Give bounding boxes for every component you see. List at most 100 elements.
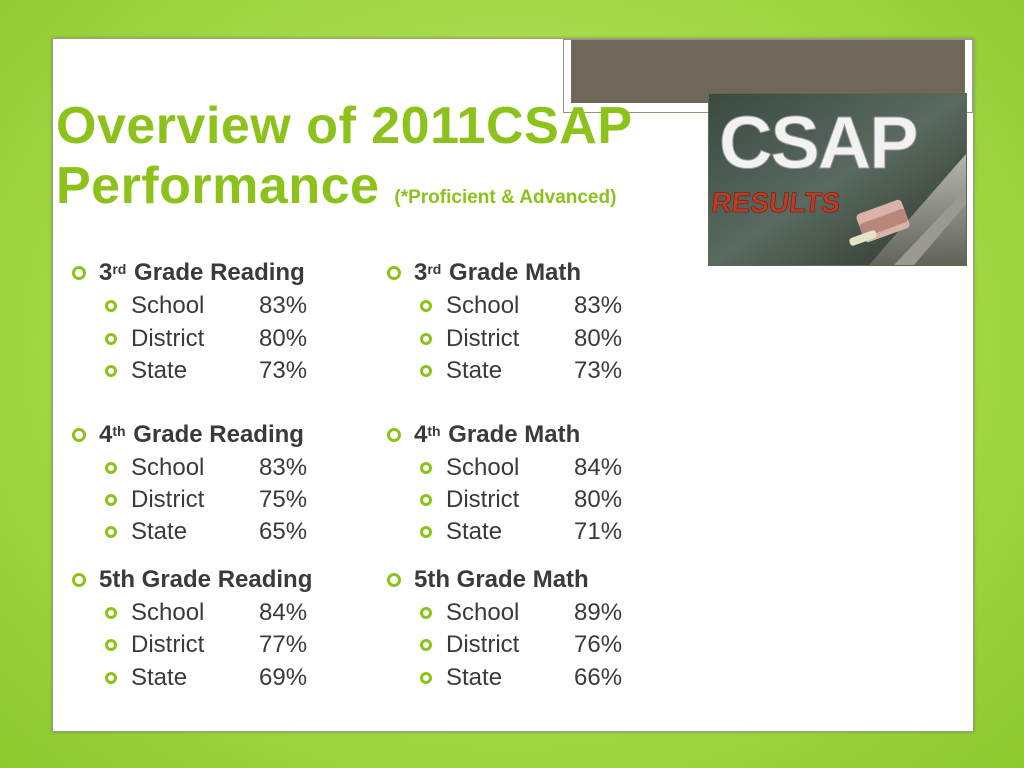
grade-heading-text: Grade Reading	[134, 259, 305, 286]
stat-value: 84%	[574, 454, 623, 481]
grade-suffix: rd	[112, 261, 127, 277]
stat-row-school: School 84%	[420, 452, 622, 484]
grade-number: 3	[99, 259, 113, 286]
stat-row-school: School 84%	[105, 597, 307, 629]
stat-value: 65%	[259, 518, 308, 545]
stat-label: State	[446, 664, 503, 691]
grade-heading-text: Grade Math	[449, 259, 582, 286]
stat-value: 84%	[259, 599, 308, 626]
circle-bullet-icon	[72, 428, 86, 442]
grade-suffix: rd	[427, 261, 442, 277]
stat-row-district: District 76%	[420, 629, 622, 661]
circle-bullet-icon	[105, 639, 117, 651]
title-line-1: Overview of 2011CSAP	[56, 97, 633, 155]
csap-results-graphic: CSAP RESULTS	[709, 94, 966, 265]
stat-label: District	[131, 325, 205, 352]
stat-value: 69%	[259, 664, 308, 691]
stat-value: 83%	[259, 454, 308, 481]
stat-row-school: School 83%	[105, 290, 307, 322]
stat-row-state: State 66%	[420, 662, 622, 694]
circle-bullet-icon	[420, 462, 432, 474]
stat-row-district: District 80%	[105, 323, 307, 355]
stat-value: 73%	[259, 357, 308, 384]
circle-bullet-icon	[105, 494, 117, 506]
stat-value: 75%	[259, 486, 308, 513]
stat-value: 71%	[574, 518, 623, 545]
circle-bullet-icon	[105, 333, 117, 345]
grade-number: 3	[414, 259, 428, 286]
grade-heading-text: 5th Grade Math	[414, 566, 589, 593]
stat-value: 89%	[574, 599, 623, 626]
stat-row-district: District 80%	[420, 323, 622, 355]
stat-value: 80%	[574, 486, 623, 513]
grade-heading-text: Grade Math	[448, 421, 581, 448]
circle-bullet-icon	[387, 428, 401, 442]
circle-bullet-icon	[420, 365, 432, 377]
title-note: (*Proficient & Advanced)	[394, 187, 617, 208]
stat-label: School	[446, 599, 520, 626]
circle-bullet-icon	[420, 526, 432, 538]
circle-bullet-icon	[105, 300, 117, 312]
stat-label: State	[131, 357, 188, 384]
slide-title: Overview of 2011CSAP Performance (*Profi…	[56, 96, 633, 228]
stat-label: District	[446, 325, 520, 352]
stat-label: District	[131, 486, 205, 513]
grade-heading-text: Grade Reading	[133, 421, 304, 448]
circle-bullet-icon	[105, 526, 117, 538]
stat-value: 66%	[574, 664, 623, 691]
circle-bullet-icon	[105, 365, 117, 377]
grade-heading: 5th Grade Math	[387, 565, 589, 595]
circle-bullet-icon	[420, 300, 432, 312]
grade-number: 4	[99, 421, 113, 448]
stat-label: School	[131, 454, 205, 481]
stat-row-school: School 83%	[420, 290, 622, 322]
circle-bullet-icon	[72, 573, 86, 587]
csap-image-main-text: CSAP	[719, 101, 917, 184]
circle-bullet-icon	[72, 266, 86, 280]
stat-value: 80%	[574, 325, 623, 352]
stat-label: State	[131, 664, 188, 691]
circle-bullet-icon	[420, 672, 432, 684]
stat-row-state: State 71%	[420, 516, 622, 548]
title-line-2: Performance	[56, 157, 380, 215]
stat-row-state: State 65%	[105, 516, 307, 548]
stat-value: 83%	[574, 292, 623, 319]
stat-row-school: School 89%	[420, 597, 622, 629]
stat-row-state: State 69%	[105, 662, 307, 694]
csap-image-sub-text: RESULTS	[710, 187, 842, 218]
grade-number: 4	[414, 421, 428, 448]
stat-row-district: District 77%	[105, 629, 307, 661]
circle-bullet-icon	[105, 672, 117, 684]
grade-suffix: th	[112, 423, 126, 439]
circle-bullet-icon	[420, 333, 432, 345]
stat-label: State	[446, 518, 503, 545]
stat-label: State	[446, 357, 503, 384]
circle-bullet-icon	[105, 607, 117, 619]
stat-row-state: State 73%	[105, 355, 307, 387]
stat-label: District	[446, 631, 520, 658]
stat-row-district: District 80%	[420, 484, 622, 516]
circle-bullet-icon	[420, 639, 432, 651]
csap-results-image: CSAP RESULTS	[708, 93, 967, 266]
stat-value: 76%	[574, 631, 623, 658]
stat-row-district: District 75%	[105, 484, 307, 516]
stat-label: School	[131, 292, 205, 319]
grade-suffix: th	[427, 423, 441, 439]
stat-value: 83%	[259, 292, 308, 319]
circle-bullet-icon	[387, 573, 401, 587]
circle-bullet-icon	[420, 607, 432, 619]
stat-label: School	[446, 454, 520, 481]
circle-bullet-icon	[105, 462, 117, 474]
stat-label: District	[446, 486, 520, 513]
stat-value: 77%	[259, 631, 308, 658]
circle-bullet-icon	[420, 494, 432, 506]
grade-heading: 5th Grade Reading	[72, 565, 312, 595]
stat-value: 73%	[574, 357, 623, 384]
stat-label: District	[131, 631, 205, 658]
circle-bullet-icon	[387, 266, 401, 280]
stat-row-school: School 83%	[105, 452, 307, 484]
